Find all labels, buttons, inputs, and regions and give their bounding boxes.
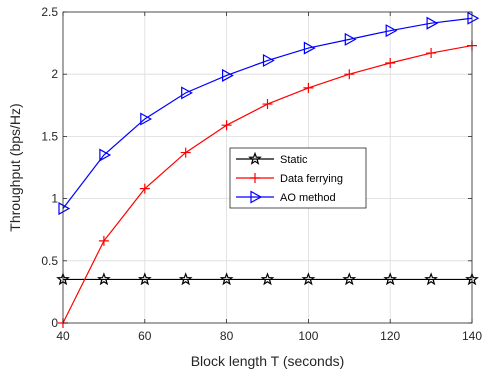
legend: Static Data ferrying AO method — [229, 147, 367, 209]
triangle-marker — [140, 112, 153, 126]
plus-marker — [139, 183, 150, 194]
plus-marker — [385, 58, 396, 69]
triangle-marker — [250, 190, 263, 204]
y-tick-label: 1.5 — [41, 129, 58, 143]
plus-marker — [303, 82, 314, 93]
y-tick-label: 2.5 — [41, 5, 58, 19]
triangle-marker — [222, 68, 234, 82]
plus-marker — [180, 147, 191, 158]
triangle-marker — [467, 11, 480, 25]
series-layer — [56, 11, 480, 328]
triangle-marker — [385, 24, 398, 38]
plus-marker — [426, 48, 437, 59]
x-tick-label: 120 — [380, 329, 400, 343]
plus-marker — [344, 69, 355, 80]
triangle-marker — [344, 32, 357, 46]
triangle-marker — [262, 54, 275, 68]
plot-frame — [62, 11, 473, 324]
triangle-marker — [426, 16, 439, 30]
plus-marker — [98, 235, 109, 246]
y-axis-label: Throughput (bps/Hz) — [7, 103, 23, 231]
star-marker — [342, 272, 357, 286]
legend-label: Static — [280, 154, 308, 166]
plus-marker — [221, 120, 232, 131]
x-tick-label: 60 — [138, 329, 152, 343]
legend-item: Data ferrying — [236, 173, 343, 185]
legend-item: AO method — [236, 190, 336, 204]
x-tick-label: 140 — [462, 329, 482, 343]
star-marker — [301, 272, 316, 286]
y-tick-label: 0 — [51, 316, 58, 330]
plus-marker — [250, 173, 260, 183]
star-marker — [178, 272, 193, 286]
star-marker — [97, 272, 111, 286]
star-marker — [260, 272, 275, 286]
x-tick-label: 100 — [298, 329, 318, 343]
series-static — [56, 272, 479, 286]
axis-ticks: 40 60 80 100 120 140 0 0.5 1 1.5 2 2.5 — [41, 5, 482, 343]
star-marker — [424, 272, 438, 286]
triangle-marker — [99, 148, 112, 162]
x-tick-label: 80 — [220, 329, 234, 343]
x-tick-label: 40 — [56, 329, 70, 343]
y-tick-label: 2 — [51, 67, 58, 81]
series-line — [62, 17, 473, 209]
star-marker — [248, 151, 262, 165]
y-tick-label: 0.5 — [41, 254, 58, 268]
star-marker — [219, 272, 234, 286]
y-tick-label: 1 — [51, 192, 58, 206]
series-ao-method — [58, 11, 480, 216]
triangle-marker — [58, 202, 71, 216]
star-marker — [383, 272, 398, 286]
triangle-marker — [181, 86, 193, 100]
plus-marker — [262, 99, 273, 110]
legend-item: Static — [236, 151, 308, 166]
legend-label: AO method — [280, 192, 336, 204]
x-axis-label: Block length T (seconds) — [191, 353, 345, 369]
triangle-marker — [303, 41, 316, 55]
star-marker — [137, 272, 152, 286]
legend-label: Data ferrying — [280, 173, 343, 185]
